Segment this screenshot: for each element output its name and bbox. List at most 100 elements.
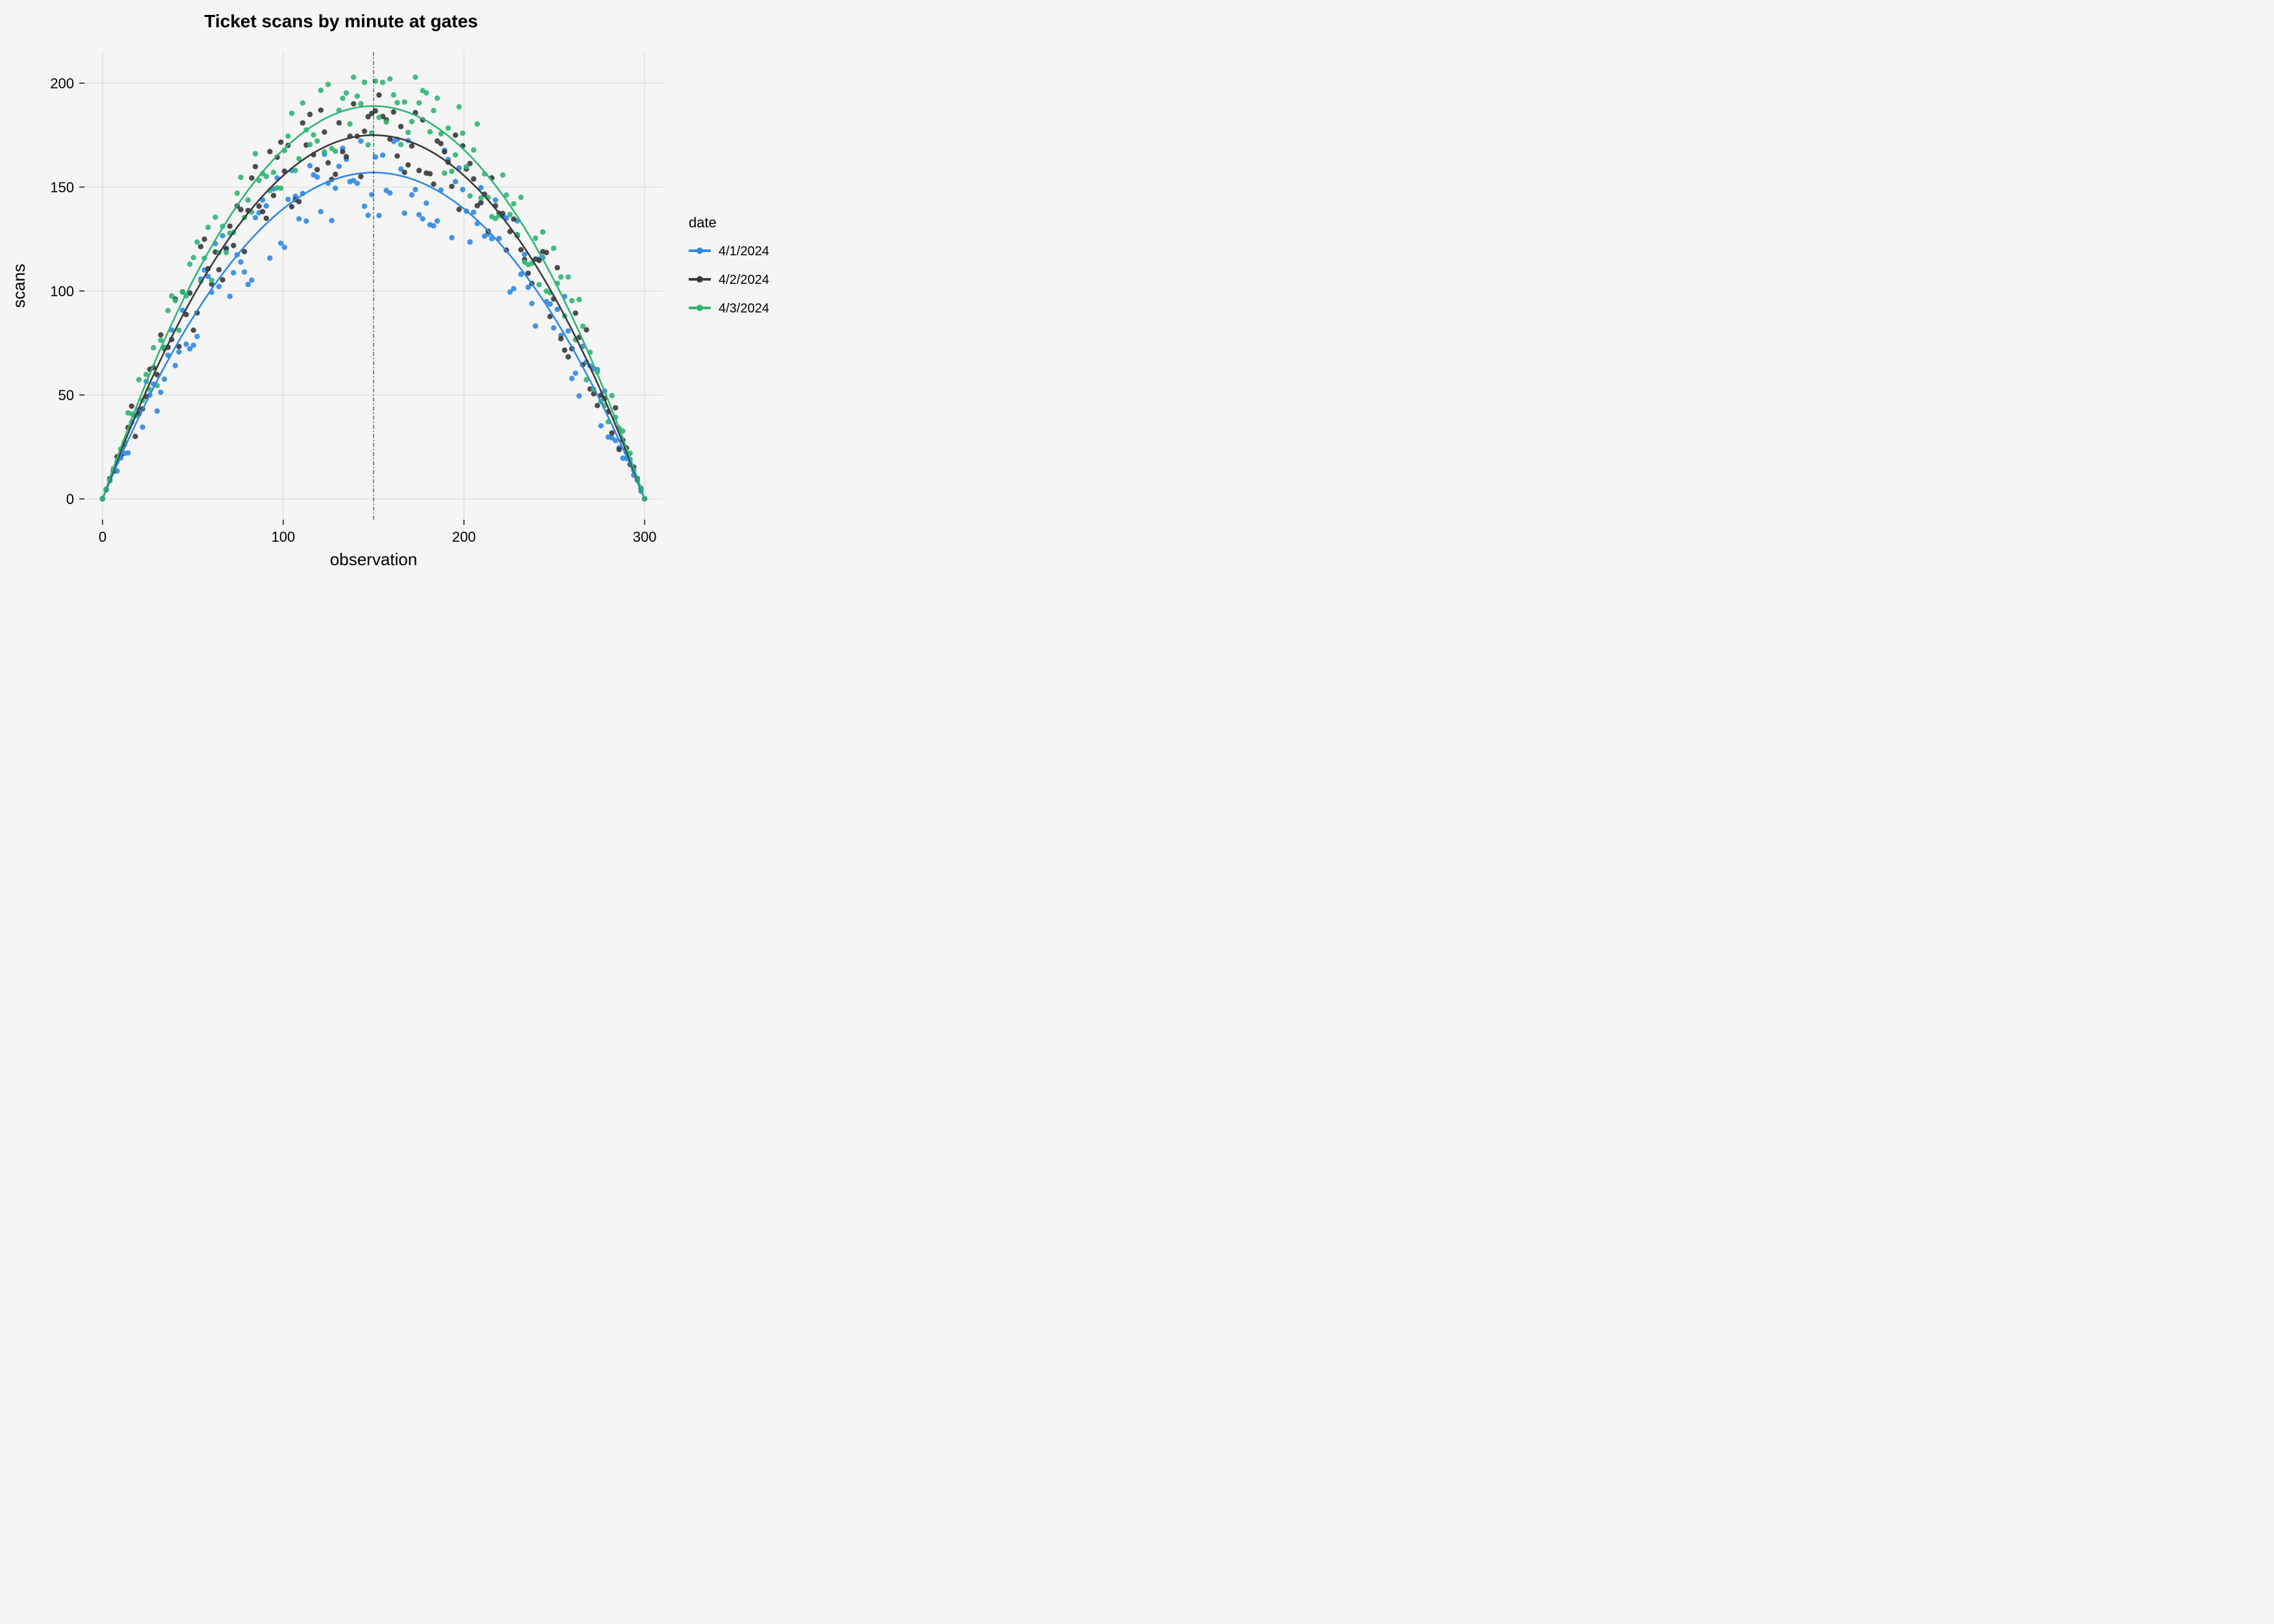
scatter-point [140, 424, 145, 429]
legend: date4/1/2024 4/2/2024 4/3/2024 [689, 214, 769, 316]
scatter-point [337, 164, 342, 169]
scatter-point [249, 175, 254, 181]
legend-title: date [689, 214, 717, 231]
scatter-point [169, 293, 174, 298]
y-tick-label: 50 [58, 387, 74, 403]
scatter-point [402, 210, 407, 216]
scatter-point [351, 75, 356, 80]
scatter-point [307, 142, 313, 147]
scatter-point [300, 100, 305, 105]
y-axis-label: scans [9, 264, 29, 308]
scatter-point [402, 170, 407, 175]
scatter-point [398, 124, 403, 129]
scatter-point [449, 169, 454, 174]
scatter-point [424, 90, 429, 95]
scatter-point [376, 92, 381, 97]
scatter-point [416, 100, 422, 105]
scatter-point [460, 131, 465, 136]
scatter-point [460, 187, 465, 192]
scatter-point [402, 99, 407, 105]
scatter-point [151, 345, 156, 350]
scatter-point [474, 121, 479, 127]
scatter-point [492, 197, 498, 203]
scatter-point [194, 334, 199, 339]
scatter-point [314, 174, 320, 179]
scatter-point [573, 370, 578, 375]
legend-label: 4/3/2024 [719, 301, 769, 316]
scatter-point [428, 171, 433, 176]
legend-label: 4/1/2024 [719, 244, 769, 259]
scatter-point [511, 201, 516, 207]
scatter-point [453, 179, 458, 184]
scatter-point [576, 393, 581, 398]
scatter-point [467, 193, 472, 198]
scatter-point [537, 282, 542, 287]
scatter-point [278, 140, 283, 145]
y-tick-label: 200 [50, 75, 74, 92]
x-tick-label: 0 [99, 529, 107, 545]
scatter-point [238, 259, 243, 264]
scatter-point [442, 149, 447, 154]
scatter-point [264, 203, 269, 209]
scatter-point [511, 286, 516, 291]
scatter-point [471, 147, 476, 153]
y-tick-label: 0 [66, 491, 74, 507]
scatter-point [613, 405, 618, 411]
scatter-point [235, 190, 240, 196]
scatter-point [231, 270, 236, 275]
scatter-point [303, 218, 309, 223]
scatter-point [253, 215, 258, 220]
scatter-point [267, 149, 272, 154]
scatter-point [594, 403, 600, 408]
scatter-point [358, 138, 363, 144]
scatter-point [376, 213, 381, 218]
scatter-point [314, 167, 320, 172]
scatter-point [246, 197, 251, 203]
scatter-point [537, 258, 542, 263]
scatter-point [522, 251, 527, 257]
scatter-point [398, 142, 403, 147]
scatter-point [158, 332, 163, 337]
scatter-point [558, 336, 563, 341]
scatter-point [271, 170, 276, 175]
scatter-point [438, 141, 443, 146]
scatter-point [416, 212, 422, 217]
scatter-point [405, 130, 411, 135]
scatter-point [544, 250, 549, 255]
scatter-point [540, 229, 545, 235]
scatter-point [322, 149, 327, 155]
scatter-point [267, 255, 272, 260]
scatter-point [333, 149, 338, 154]
legend-item: 4/1/2024 [689, 244, 769, 259]
scatter-point [326, 82, 331, 87]
scatter-point [435, 218, 440, 223]
scatter-point [456, 104, 461, 109]
scatter-point [333, 171, 338, 177]
scatter-point [431, 223, 436, 229]
scatter-point [220, 233, 225, 238]
legend-item: 4/2/2024 [689, 273, 769, 287]
scatter-point [129, 403, 134, 409]
chart-container: Ticket scans by minute at gates 05010015… [0, 0, 819, 585]
scatter-point [256, 203, 261, 209]
scatter-point [387, 190, 392, 196]
scatter-point [565, 274, 570, 279]
scatter-point [220, 277, 225, 283]
scatter-point [547, 301, 552, 307]
scatter-point [609, 430, 615, 435]
scatter-point [376, 115, 381, 120]
scatter-point [362, 129, 367, 134]
legend-item: 4/3/2024 [689, 301, 769, 316]
scatter-point [569, 298, 574, 303]
scatter-point [358, 174, 363, 179]
scatter-point [453, 152, 458, 157]
scatter-point [358, 101, 363, 106]
scatter-point [355, 94, 360, 99]
scatter-point [176, 327, 181, 333]
scatter-point [201, 236, 207, 242]
scatter-point [285, 133, 290, 138]
scatter-point [416, 168, 422, 173]
scatter-point [278, 185, 283, 190]
scatter-point [344, 154, 349, 159]
scatter-point [365, 212, 370, 218]
